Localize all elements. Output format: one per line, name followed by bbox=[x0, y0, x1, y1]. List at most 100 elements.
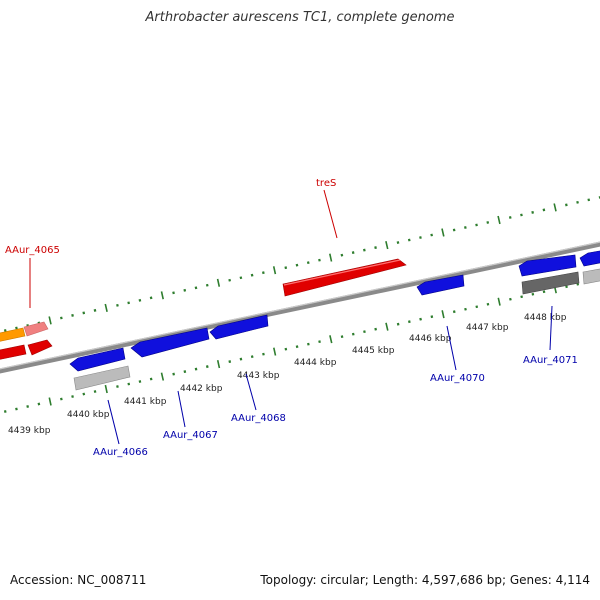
forward-track-major-tick bbox=[553, 203, 557, 212]
forward-track-major-tick bbox=[104, 303, 108, 312]
reverse-track-minor-tick bbox=[542, 290, 546, 294]
forward-track-minor-tick bbox=[82, 311, 86, 315]
reverse-track-minor-tick bbox=[419, 317, 422, 321]
forward-track-major-tick bbox=[216, 278, 221, 287]
forward-track-minor-tick bbox=[452, 228, 456, 232]
gene-dark-gray[interactable] bbox=[521, 271, 580, 295]
gene-AAur_4066-gray[interactable] bbox=[73, 365, 131, 391]
reverse-track-minor-tick bbox=[228, 360, 232, 364]
reverse-track-minor-tick bbox=[486, 302, 490, 306]
gene-label-AAur_4066[interactable]: AAur_4066 bbox=[93, 447, 148, 458]
reverse-track-minor-tick bbox=[531, 292, 535, 296]
map-title: Arthrobacter aurescens TC1, complete gen… bbox=[145, 10, 455, 25]
gene-AAur_4066[interactable] bbox=[69, 347, 126, 372]
reverse-track-minor-tick bbox=[430, 315, 434, 319]
forward-track-minor-tick bbox=[587, 198, 591, 202]
gene-label-AAur_4068[interactable]: AAur_4068 bbox=[231, 413, 286, 424]
kbp-label-4443: 4443 kbp bbox=[237, 371, 280, 381]
forward-track-minor-tick bbox=[576, 200, 579, 204]
reverse-track-minor-tick bbox=[374, 327, 377, 331]
reverse-track-minor-tick bbox=[284, 347, 288, 351]
forward-track-minor-tick bbox=[3, 329, 7, 332]
forward-track-minor-tick bbox=[172, 291, 175, 295]
reverse-track-minor-tick bbox=[3, 410, 7, 413]
gene-forward-red-small[interactable] bbox=[27, 339, 53, 356]
gene-forward-orange[interactable] bbox=[0, 327, 26, 342]
genome-summary-text: Topology: circular; Length: 4,597,686 bp… bbox=[260, 573, 590, 587]
gene-AAur_4068[interactable] bbox=[209, 314, 269, 340]
kbp-label-4448: 4448 kbp bbox=[524, 313, 567, 323]
reverse-track-minor-tick bbox=[452, 310, 456, 314]
reverse-track-minor-tick bbox=[475, 305, 479, 309]
forward-track-minor-tick bbox=[475, 223, 478, 227]
forward-track-major-tick bbox=[441, 228, 445, 237]
forward-track-minor-tick bbox=[15, 326, 18, 330]
reverse-track-minor-tick bbox=[262, 352, 265, 356]
reverse-track-minor-tick bbox=[565, 285, 568, 289]
reverse-track-minor-tick bbox=[318, 340, 321, 344]
gene-label-AAur_4065[interactable]: AAur_4065 bbox=[5, 245, 60, 256]
reverse-track-minor-tick bbox=[396, 322, 400, 326]
reverse-track-minor-tick bbox=[183, 370, 187, 374]
reverse-track-major-tick bbox=[273, 347, 277, 356]
reverse-track-minor-tick bbox=[408, 320, 411, 324]
gene-AAur_4067[interactable] bbox=[130, 327, 210, 358]
reverse-track-major-tick bbox=[329, 335, 333, 344]
gene-label-AAur_4067[interactable]: AAur_4067 bbox=[163, 430, 218, 441]
reverse-track-major-tick bbox=[497, 297, 501, 306]
forward-track-minor-tick bbox=[138, 298, 142, 302]
label-leaders bbox=[29, 189, 553, 445]
reverse-track-minor-tick bbox=[172, 372, 175, 376]
gene-forward-light-red[interactable] bbox=[23, 321, 49, 337]
gene-labels: AAur_4065 treS AAur_4066 AAur_4067 AAur_… bbox=[5, 178, 578, 458]
accession-text: Accession: NC_008711 bbox=[10, 573, 147, 587]
gene-right-gray[interactable] bbox=[582, 268, 600, 285]
forward-track-minor-tick bbox=[239, 276, 243, 280]
forward-track-minor-tick bbox=[295, 263, 299, 267]
gene-label-AAur_4071[interactable]: AAur_4071 bbox=[523, 355, 578, 366]
reverse-track-minor-tick bbox=[194, 367, 198, 371]
reverse-track-minor-tick bbox=[520, 295, 523, 299]
reverse-track-major-tick bbox=[216, 360, 221, 369]
gene-treS[interactable] bbox=[282, 258, 407, 297]
gene-AAur_4070[interactable] bbox=[416, 274, 465, 296]
forward-track-minor-tick bbox=[71, 313, 74, 317]
reverse-track-minor-tick bbox=[93, 390, 97, 393]
forward-track-minor-tick bbox=[116, 303, 119, 307]
reverse-track-minor-tick bbox=[340, 335, 344, 339]
gene-forward-red-left[interactable] bbox=[0, 344, 27, 360]
forward-track-minor-tick bbox=[531, 210, 534, 214]
reverse-track-major-tick bbox=[104, 384, 108, 394]
gene-label-treS[interactable]: treS bbox=[316, 178, 336, 189]
forward-track-minor-tick bbox=[464, 226, 467, 229]
gene-AAur_4071[interactable] bbox=[518, 254, 577, 277]
forward-track-minor-tick bbox=[228, 278, 231, 282]
forward-track-major-tick bbox=[272, 266, 277, 275]
reverse-track-minor-tick bbox=[82, 392, 86, 396]
forward-track-minor-tick bbox=[318, 258, 321, 262]
reverse-track-major-tick bbox=[48, 397, 52, 406]
reverse-track-minor-tick bbox=[37, 402, 41, 406]
reverse-track-minor-tick bbox=[15, 407, 18, 411]
forward-track-minor-tick bbox=[430, 233, 433, 237]
reverse-genes bbox=[69, 250, 600, 391]
reverse-track-minor-tick bbox=[116, 385, 119, 388]
forward-track-minor-tick bbox=[508, 216, 512, 219]
reverse-track-major-tick bbox=[385, 322, 389, 331]
reverse-track-minor-tick bbox=[127, 382, 131, 386]
forward-track-minor-tick bbox=[183, 288, 187, 292]
forward-track-minor-tick bbox=[419, 236, 422, 239]
forward-track-minor-tick bbox=[520, 213, 523, 217]
forward-track-major-tick bbox=[48, 316, 52, 325]
gene-right-blue[interactable] bbox=[579, 250, 600, 267]
gene-label-AAur_4070[interactable]: AAur_4070 bbox=[430, 373, 485, 384]
reverse-track-minor-tick bbox=[307, 342, 310, 346]
kbp-label-4444: 4444 kbp bbox=[294, 358, 337, 368]
reverse-track-minor-tick bbox=[295, 345, 299, 349]
reverse-track-minor-tick bbox=[363, 330, 366, 334]
forward-track-minor-tick bbox=[306, 261, 310, 265]
forward-genes bbox=[0, 258, 407, 360]
reverse-track-minor-tick bbox=[250, 355, 254, 359]
kbp-scale-labels: 4439 kbp 4440 kbp 4441 kbp 4442 kbp 4443… bbox=[8, 313, 567, 436]
forward-track-minor-tick bbox=[93, 308, 97, 312]
